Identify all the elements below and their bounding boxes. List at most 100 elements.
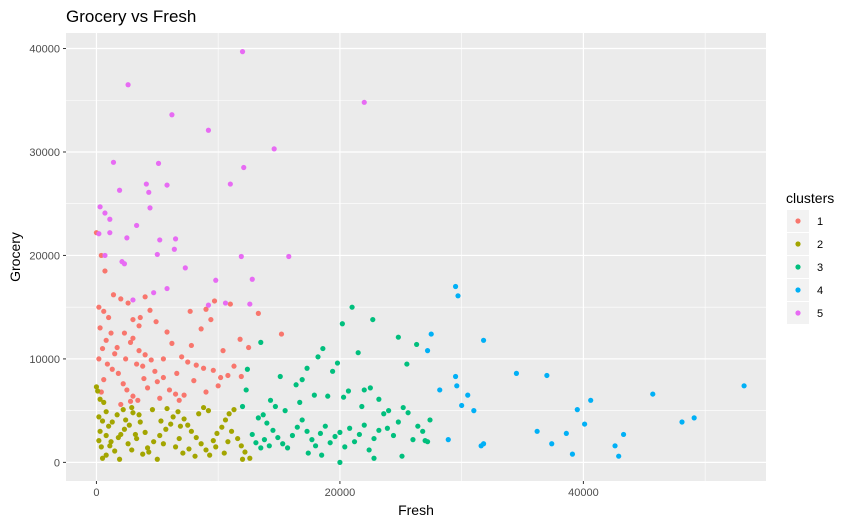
data-point (404, 361, 410, 367)
legend-point (795, 310, 801, 316)
data-point (176, 435, 182, 442)
data-point (376, 396, 382, 402)
data-point (160, 356, 166, 362)
data-point (97, 396, 103, 402)
data-point (151, 290, 157, 296)
data-point (410, 437, 416, 443)
data-point (106, 314, 112, 321)
data-point (121, 426, 128, 432)
data-point (255, 415, 261, 421)
y-axis-title: Grocery (7, 232, 23, 282)
data-point (121, 330, 128, 336)
x-tick-label: 20000 (325, 487, 356, 499)
data-point (140, 363, 146, 369)
data-point (169, 112, 175, 118)
plot-panel (66, 33, 766, 481)
data-point (141, 375, 147, 382)
data-point (317, 430, 324, 437)
data-point (191, 378, 197, 384)
data-point (534, 428, 540, 434)
data-point (390, 432, 397, 439)
data-point (106, 423, 112, 429)
data-point (213, 277, 219, 283)
data-point (339, 321, 345, 327)
data-point (152, 368, 158, 374)
x-tick-label: 0 (93, 487, 99, 499)
data-point (180, 450, 186, 456)
data-point (121, 261, 128, 267)
data-point (146, 189, 152, 195)
data-point (136, 348, 142, 354)
data-point (384, 425, 390, 431)
data-point (238, 443, 244, 449)
data-point (427, 417, 433, 423)
data-point (102, 268, 108, 274)
data-point (238, 373, 244, 380)
data-point (241, 164, 247, 171)
data-point (125, 82, 131, 88)
data-point (109, 366, 115, 372)
data-point (258, 339, 264, 345)
data-point (103, 452, 109, 458)
data-point (679, 419, 685, 425)
data-point (99, 418, 106, 424)
data-point (101, 308, 107, 314)
data-point (342, 444, 348, 450)
data-point (130, 335, 136, 341)
data-point (588, 397, 594, 403)
data-point (196, 411, 202, 417)
data-point (471, 408, 477, 414)
legend-label: 1 (817, 216, 823, 228)
data-point (459, 402, 465, 409)
data-point (144, 385, 151, 391)
data-point (278, 331, 285, 337)
legend-label: 5 (817, 308, 823, 320)
data-point (97, 325, 103, 331)
data-point (126, 422, 132, 428)
x-axis-title: Fresh (398, 502, 434, 518)
data-point (266, 443, 272, 449)
data-point (367, 385, 373, 391)
data-point (171, 246, 177, 252)
data-point (157, 395, 163, 401)
data-point (297, 399, 303, 405)
data-point (172, 391, 179, 397)
data-point (154, 379, 160, 385)
data-point (168, 421, 174, 427)
data-point (227, 181, 233, 187)
legend-point (795, 218, 801, 224)
data-point (118, 296, 124, 302)
data-point (203, 389, 209, 395)
data-point (193, 362, 199, 368)
data-point (574, 407, 580, 413)
data-point (452, 373, 459, 380)
data-point (101, 377, 107, 383)
data-point (272, 403, 278, 410)
data-point (247, 455, 253, 461)
data-point (198, 441, 204, 447)
data-point (182, 265, 188, 271)
data-point (220, 348, 226, 354)
data-point (569, 451, 576, 457)
data-point (200, 365, 207, 371)
data-point (210, 438, 216, 444)
data-point (267, 397, 274, 403)
data-point (452, 283, 459, 290)
data-point (112, 448, 118, 454)
data-point (258, 445, 264, 451)
data-point (422, 438, 428, 444)
data-point (174, 370, 180, 376)
data-point (96, 356, 102, 362)
data-point (181, 392, 187, 398)
data-point (158, 418, 164, 424)
data-point (249, 276, 255, 282)
data-point (160, 374, 166, 381)
data-point (103, 409, 109, 415)
data-point (215, 383, 221, 389)
legend-label: 3 (817, 262, 823, 274)
data-point (345, 388, 352, 394)
data-point (309, 437, 315, 443)
data-point (361, 387, 367, 393)
data-point (582, 421, 588, 427)
